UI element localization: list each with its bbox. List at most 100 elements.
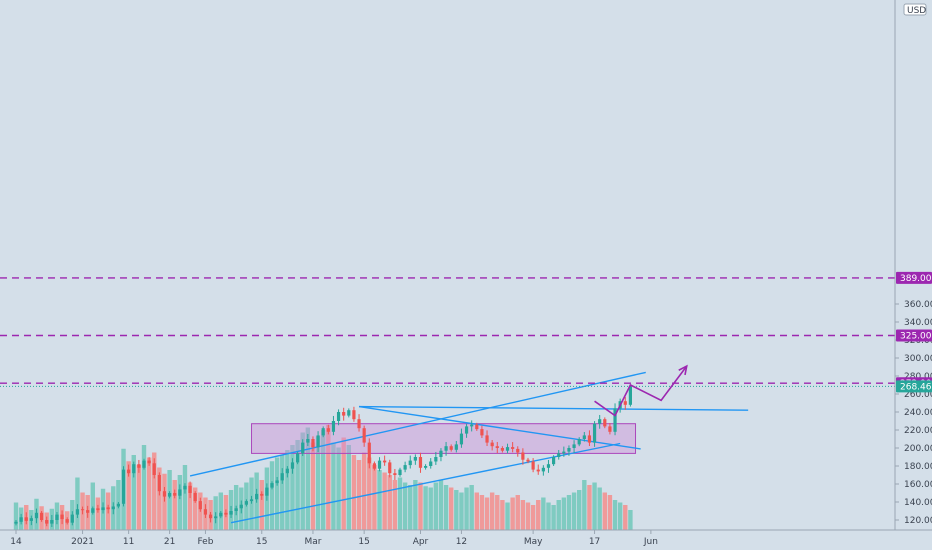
candle-body <box>434 457 438 462</box>
price-projection[interactable] <box>594 364 688 417</box>
time-tick-label: 17 <box>589 537 600 547</box>
price-tick-label: 140.00 <box>904 498 932 508</box>
candle-body <box>603 419 607 427</box>
candle-body <box>132 464 136 474</box>
candle-body <box>388 462 392 474</box>
candle-body <box>188 485 192 493</box>
candle-body <box>65 519 69 523</box>
candle-body <box>249 499 254 502</box>
candle-body <box>24 517 28 521</box>
price-tick-label: 280.00 <box>904 372 932 382</box>
volume-bar <box>162 473 167 530</box>
horizontal-trend-line <box>359 405 749 411</box>
volume-bar <box>269 461 275 530</box>
volume-bar <box>356 460 362 530</box>
candle-body <box>224 512 228 515</box>
volume-bar <box>612 500 618 530</box>
volume-bar <box>525 502 531 530</box>
candle-body <box>552 457 556 465</box>
volume-bar <box>520 500 526 530</box>
candle-body <box>459 433 464 445</box>
candle-body <box>511 447 515 449</box>
volume-bar <box>193 487 198 530</box>
candle-body <box>367 442 371 464</box>
volume-bar <box>336 447 341 530</box>
time-tick-label: Mar <box>304 537 321 547</box>
volume-bar <box>305 427 311 530</box>
candle-body <box>106 507 110 510</box>
candle-body <box>34 512 39 519</box>
volume-bar <box>489 492 495 530</box>
candle-body <box>352 410 356 420</box>
candle-body <box>321 428 325 436</box>
volume-bar <box>413 480 418 530</box>
time-tick-label: 15 <box>256 537 267 547</box>
candle-body <box>598 419 602 424</box>
volume-bar <box>592 482 597 530</box>
volume-bar <box>623 505 628 530</box>
volume-bar <box>367 457 372 530</box>
candlesticks <box>14 384 632 528</box>
volume-bar <box>628 510 633 530</box>
volume-bar <box>428 487 433 530</box>
time-axis[interactable]: 14 2021 11 21 Feb 15 Mar 15 Apr 12 May 17 Jun <box>0 529 932 550</box>
candle-body <box>234 508 238 511</box>
candle-body <box>536 469 540 472</box>
volume-bar <box>126 461 131 530</box>
volume-bar <box>438 480 444 530</box>
trend-lines[interactable] <box>189 371 749 524</box>
candle-body <box>260 493 264 496</box>
volume-bar <box>423 486 428 530</box>
candle-body <box>424 466 428 468</box>
candle-body <box>628 386 632 405</box>
volume-bar <box>515 495 520 530</box>
candle-body <box>480 429 484 436</box>
candle-body <box>377 460 382 469</box>
volume-bar <box>577 490 582 530</box>
candle-body <box>398 469 402 475</box>
candle-body <box>265 487 269 496</box>
volume-bar <box>187 482 193 530</box>
channel-lower-line <box>230 442 621 524</box>
volume-bar <box>274 457 280 530</box>
candle-body <box>208 514 213 519</box>
price-tick-label: 200.00 <box>904 444 932 454</box>
candle-body <box>86 510 90 513</box>
volume-bar <box>449 487 454 530</box>
volume-bar <box>95 497 101 530</box>
time-tick-label: May <box>524 537 543 547</box>
candle-body <box>157 475 161 492</box>
candle-body <box>244 501 248 505</box>
candle-body <box>301 442 305 454</box>
candle-body <box>219 512 223 517</box>
candle-body <box>239 504 243 509</box>
level-badge-label: 389.00 <box>900 274 932 284</box>
candle-body <box>121 469 126 504</box>
candle-body <box>290 462 295 469</box>
volume-bar <box>459 492 464 530</box>
volume-bar <box>300 432 305 530</box>
volume-bar <box>167 470 172 530</box>
volume-bar <box>546 502 551 530</box>
candle-body <box>505 447 510 451</box>
price-axis[interactable]: 120.00 140.00 160.00 180.00 200.00 220.00 240.… <box>894 0 932 530</box>
resistance-levels[interactable] <box>0 277 895 387</box>
time-tick-label: Jun <box>643 537 658 547</box>
time-tick-label: Feb <box>197 537 213 547</box>
price-tick-label: 340.00 <box>904 318 932 328</box>
candle-body <box>439 450 443 457</box>
price-tick-label: 120.00 <box>904 516 932 526</box>
candle-body <box>70 514 74 523</box>
candle-body <box>152 463 156 475</box>
candle-body <box>342 412 346 416</box>
candle-body <box>357 419 361 429</box>
candle-body <box>173 493 177 496</box>
candle-body <box>91 508 95 513</box>
candle-body <box>490 442 494 447</box>
candle-body <box>275 480 279 484</box>
volume-bar <box>541 497 546 530</box>
candle-body <box>306 439 310 443</box>
